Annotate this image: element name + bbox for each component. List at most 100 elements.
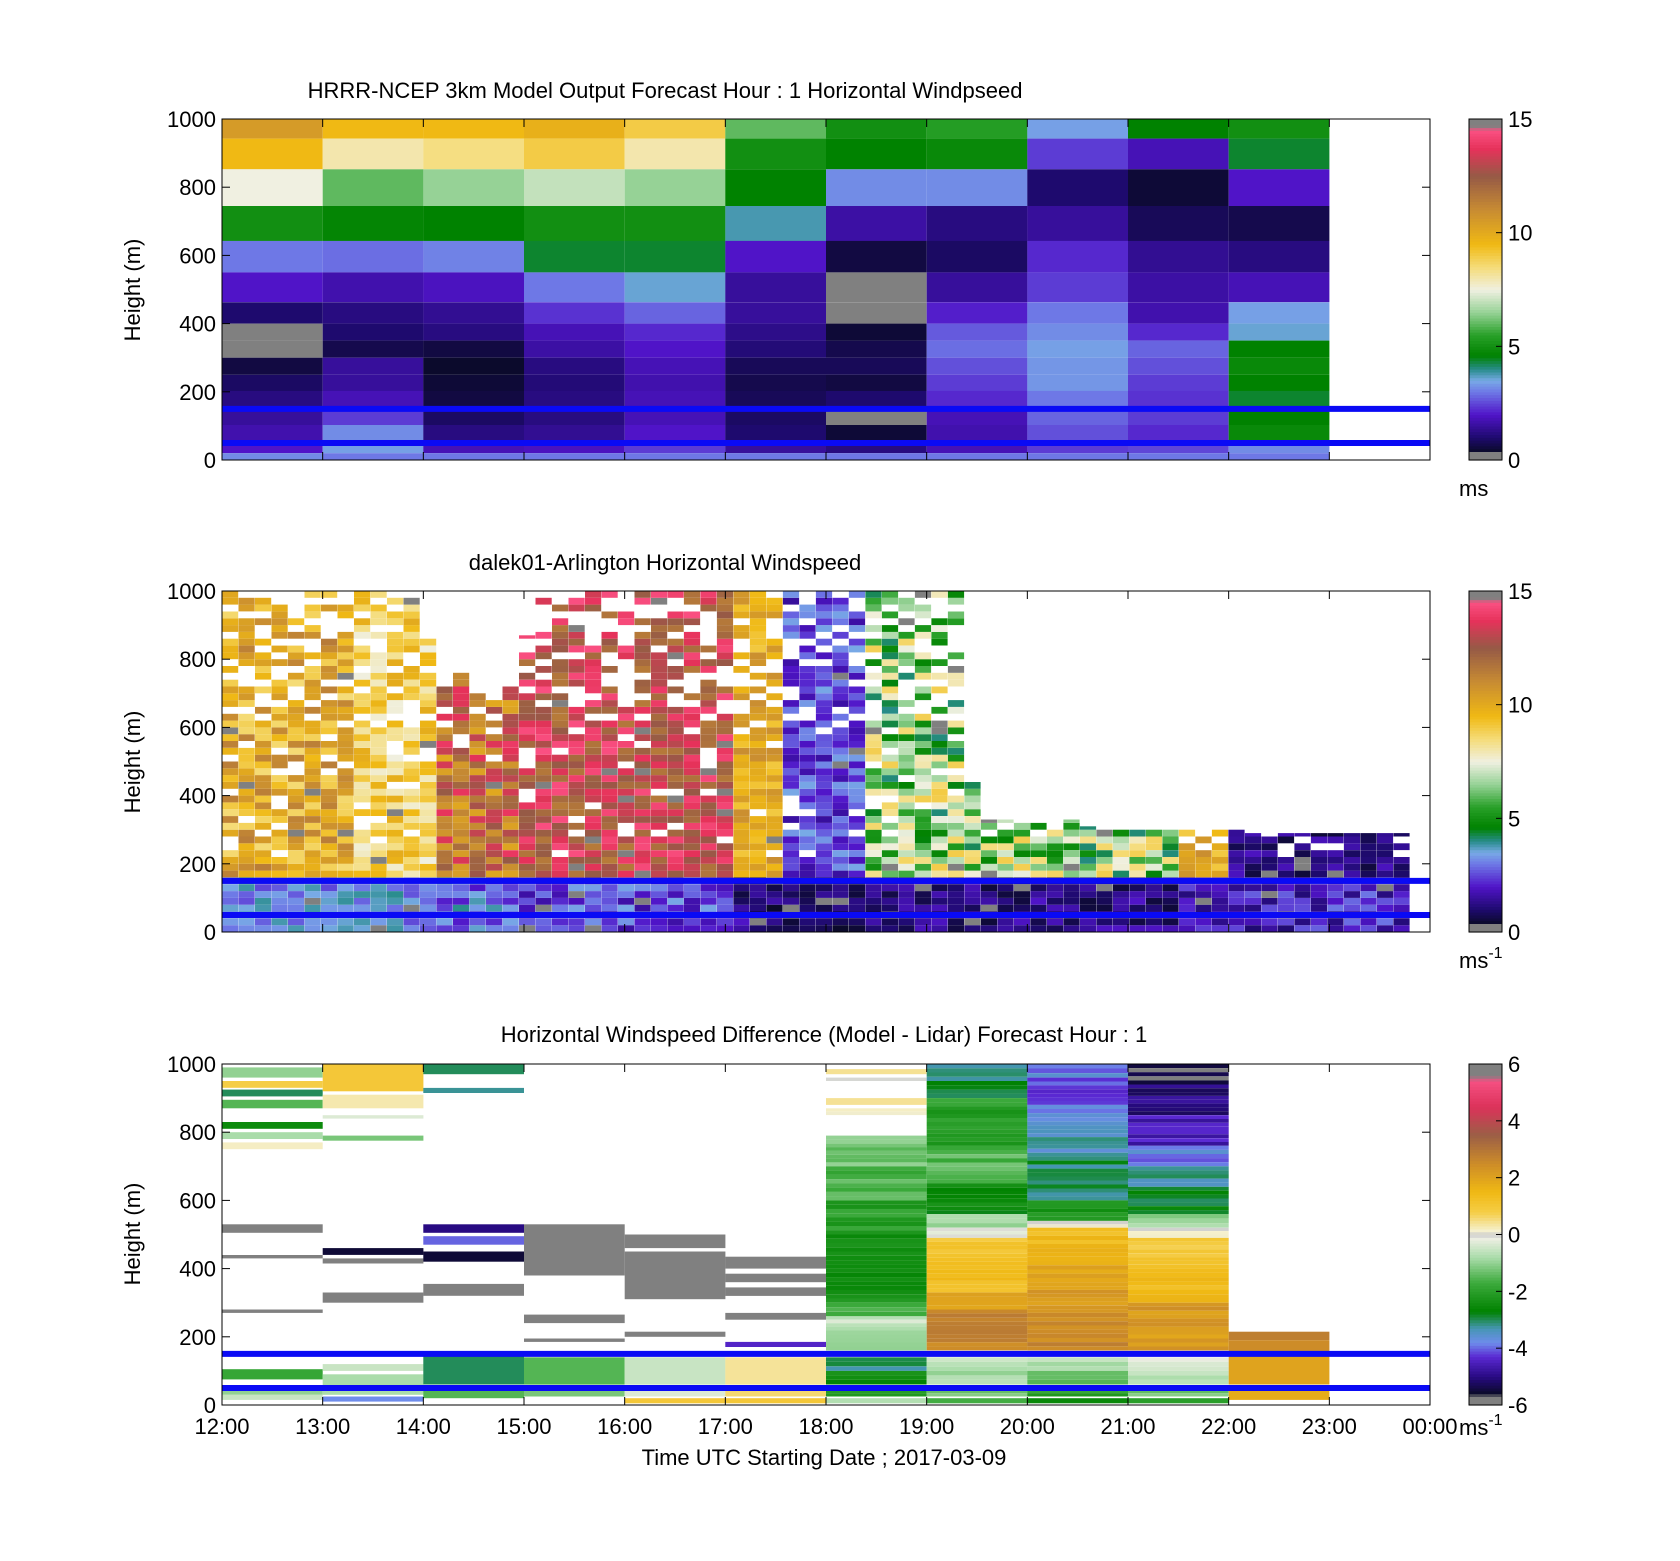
heatmap-cell [733, 754, 750, 762]
colorbar-swatch [1469, 716, 1502, 720]
heatmap-cell [1178, 925, 1196, 932]
colorbar-swatch [1469, 1064, 1502, 1068]
colorbar-swatch [1469, 1214, 1502, 1218]
heatmap-cell [420, 918, 437, 926]
heatmap-cell [1046, 870, 1064, 878]
colorbar-swatch [1469, 406, 1502, 410]
heatmap-cell [337, 795, 354, 803]
heatmap-cell [1128, 453, 1229, 460]
heatmap-cell [1244, 870, 1262, 878]
heatmap-cell [651, 666, 668, 673]
heatmap-cell [1129, 884, 1146, 892]
heatmap-cell [826, 1147, 927, 1151]
heatmap-cell [815, 706, 833, 714]
reference-lines [222, 1350, 1430, 1391]
colorbar-swatch [1469, 630, 1502, 635]
heatmap-cell [1096, 836, 1113, 844]
heatmap-cell [288, 870, 305, 878]
heatmap-cell [1129, 857, 1146, 864]
heatmap-cell [826, 1272, 927, 1278]
heatmap-cell [535, 816, 552, 823]
heatmap-cell [799, 904, 816, 912]
heatmap-cell [815, 870, 833, 878]
y-tick-label: 400 [179, 312, 216, 337]
heatmap-cell [651, 768, 668, 776]
heatmap-cell [898, 645, 915, 653]
heatmap-cell [1129, 897, 1146, 905]
heatmap-cell [926, 390, 1028, 408]
heatmap-cell [618, 897, 635, 905]
heatmap-cell [826, 1393, 927, 1397]
heatmap-cell [826, 1323, 927, 1327]
heatmap-cell [420, 686, 437, 694]
heatmap-cell [881, 761, 899, 769]
heatmap-cell [624, 340, 726, 358]
colorbar-swatch [1469, 244, 1502, 248]
heatmap-cell [1162, 870, 1179, 878]
heatmap-cell [1128, 1227, 1229, 1232]
colorbar-swatch [1469, 1325, 1502, 1329]
heatmap-cell [947, 720, 965, 728]
heatmap-cell [288, 925, 305, 932]
heatmap-cell [926, 1098, 1028, 1103]
heatmap-cell [700, 904, 717, 912]
heatmap-cell [667, 775, 684, 782]
y-tick-label: 1000 [167, 579, 216, 604]
heatmap-cell [1027, 1093, 1128, 1098]
heatmap-cell [667, 611, 684, 619]
heatmap-cell [926, 1380, 1028, 1385]
colorbar-swatch [1469, 1186, 1502, 1190]
heatmap-cell [354, 884, 371, 892]
heatmap-cell [1261, 836, 1278, 844]
heatmap-cell [618, 802, 635, 810]
heatmap-cell [288, 891, 305, 898]
heatmap-cell [403, 816, 420, 823]
heatmap-cell [238, 597, 255, 605]
heatmap-cell [238, 829, 255, 837]
heatmap-cell [997, 918, 1014, 926]
heatmap-cell [782, 843, 800, 851]
heatmap-cell [716, 754, 734, 762]
heatmap-cell [568, 631, 585, 639]
heatmap-cell [222, 645, 239, 653]
heatmap-cell [667, 713, 684, 721]
heatmap-cell [370, 897, 387, 905]
heatmap-cell [222, 727, 239, 735]
heatmap-cell [1128, 1234, 1229, 1238]
heatmap-cell [1128, 1223, 1229, 1228]
heatmap-cell [568, 713, 585, 721]
heatmap-cell [898, 897, 915, 905]
colorbar-swatch [1469, 138, 1502, 143]
heatmap-cell [766, 843, 783, 851]
heatmap-cell [716, 761, 734, 769]
heatmap-cell [601, 754, 618, 762]
heatmap-cell [1027, 1104, 1128, 1109]
heatmap-cell [1211, 904, 1229, 912]
heatmap-cell [926, 1301, 1028, 1306]
heatmap-cell [255, 904, 272, 912]
heatmap-cell [1129, 843, 1146, 851]
heatmap-cell [524, 1389, 625, 1397]
colorbar-swatch [1469, 1388, 1502, 1392]
heatmap-cell [1079, 925, 1097, 932]
heatmap-cell [271, 706, 288, 714]
heatmap-cell [683, 631, 701, 639]
heatmap-cell [1027, 1333, 1128, 1338]
colorbar-swatch [1469, 1183, 1502, 1187]
heatmap-cell [898, 822, 915, 830]
heatmap-cell [552, 782, 569, 789]
y-tick-label: 800 [179, 175, 216, 200]
heatmap-cell [782, 904, 800, 912]
heatmap-cell [1030, 897, 1047, 905]
colorbar-swatch [1469, 713, 1502, 717]
heatmap-cell [865, 884, 882, 892]
heatmap-cell [486, 850, 503, 857]
heatmap-cell [271, 843, 288, 851]
heatmap-cell [815, 713, 833, 721]
heatmap-cell [815, 652, 833, 660]
heatmap-cell [322, 119, 424, 139]
heatmap-cell [420, 809, 437, 816]
heatmap-cell [502, 782, 519, 789]
heatmap-cell [931, 591, 948, 598]
heatmap-cell [222, 904, 239, 912]
